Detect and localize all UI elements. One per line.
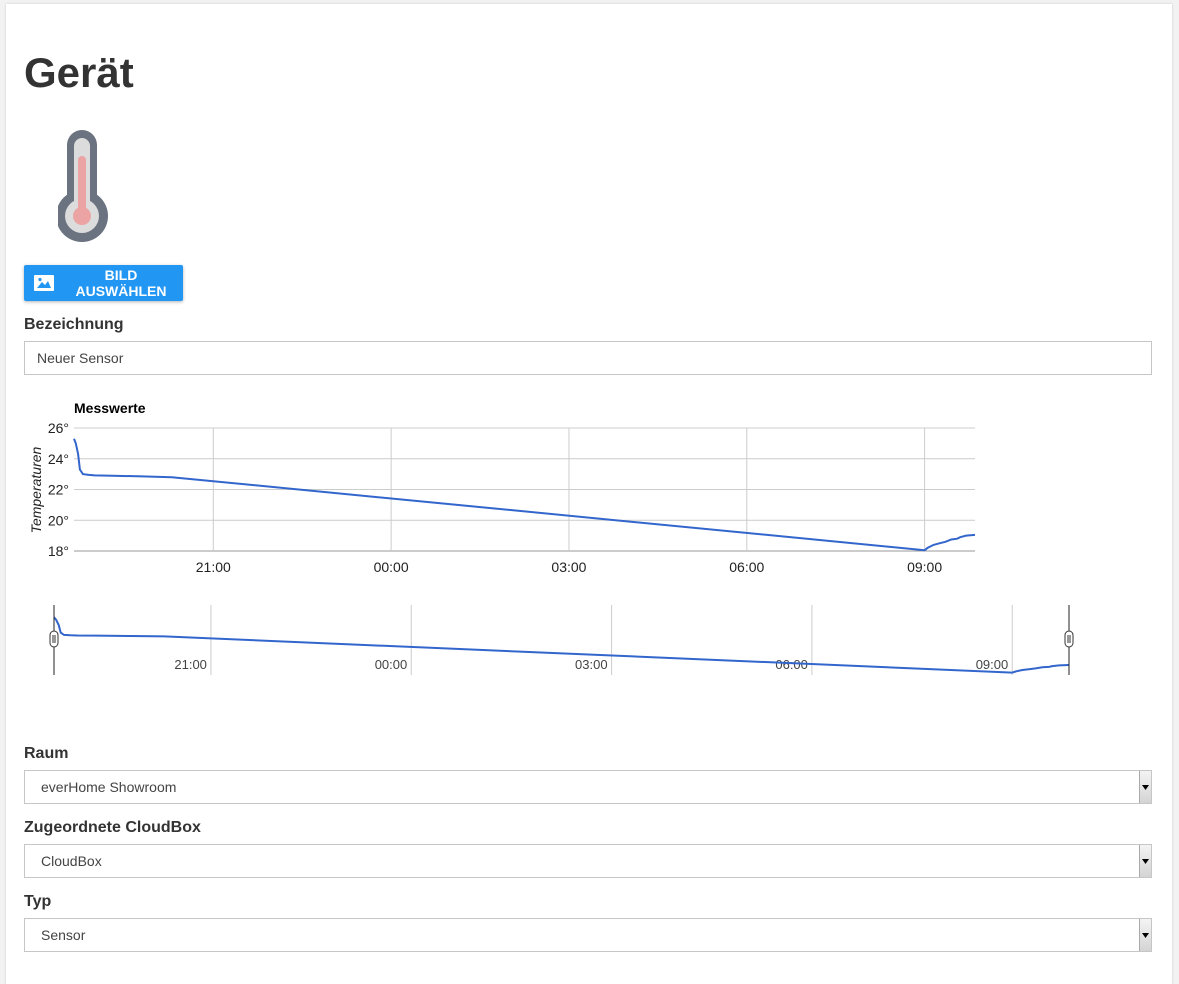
x-tick-label: 03:00 — [551, 559, 586, 575]
type-select[interactable]: Sensor — [24, 918, 1152, 952]
y-tick-label: 22° — [48, 482, 69, 498]
range-selector[interactable]: 21:00 00:00 03:00 06:00 09:00 — [49, 605, 1074, 675]
range-tick-label: 03:00 — [575, 657, 608, 672]
select-image-label: BILD AUSWÄHLEN — [75, 267, 167, 299]
page-title: Gerät — [24, 49, 134, 96]
name-input[interactable] — [24, 341, 1152, 375]
y-tick-label: 18° — [48, 543, 69, 559]
range-tick-label: 06:00 — [775, 657, 808, 672]
room-label: Raum — [24, 745, 69, 762]
chevron-down-icon[interactable] — [1139, 845, 1151, 877]
x-tick-label: 00:00 — [374, 559, 409, 575]
range-tick-label: 09:00 — [976, 657, 1009, 672]
cloudbox-select-value: CloudBox — [41, 853, 102, 869]
range-tick-label: 21:00 — [174, 657, 207, 672]
room-select[interactable]: everHome Showroom — [24, 770, 1152, 804]
thermometer-icon[interactable] — [56, 128, 118, 249]
series-line — [73, 438, 976, 552]
y-tick-label: 26° — [48, 420, 69, 436]
select-image-button[interactable]: BILD AUSWÄHLEN — [24, 265, 183, 301]
measurement-chart: Messwerte Temperaturen 26° 24° 22° 20° 18° 2… — [28, 400, 1074, 675]
range-right-handle[interactable] — [1064, 630, 1074, 648]
type-select-value: Sensor — [41, 927, 86, 943]
range-series-line — [53, 616, 1070, 674]
range-tick-label: 00:00 — [375, 657, 408, 672]
x-tick-label: 09:00 — [907, 559, 942, 575]
cloudbox-select[interactable]: CloudBox — [24, 844, 1152, 878]
room-select-value: everHome Showroom — [41, 779, 177, 795]
device-card — [6, 4, 1172, 984]
y-tick-label: 24° — [48, 451, 69, 467]
chart-title: Messwerte — [74, 400, 146, 416]
y-tick-label: 20° — [48, 512, 69, 528]
x-tick-label: 06:00 — [729, 559, 764, 575]
image-icon — [34, 275, 54, 291]
x-tick-label: 21:00 — [196, 559, 231, 575]
range-left-handle[interactable] — [49, 630, 59, 648]
chevron-down-icon[interactable] — [1139, 919, 1151, 951]
cloudbox-label: Zugeordnete CloudBox — [24, 819, 201, 836]
chevron-down-icon[interactable] — [1139, 771, 1151, 803]
name-label: Bezeichnung — [24, 316, 124, 333]
y-axis-label: Temperaturen — [28, 446, 44, 533]
type-label: Typ — [24, 893, 52, 910]
